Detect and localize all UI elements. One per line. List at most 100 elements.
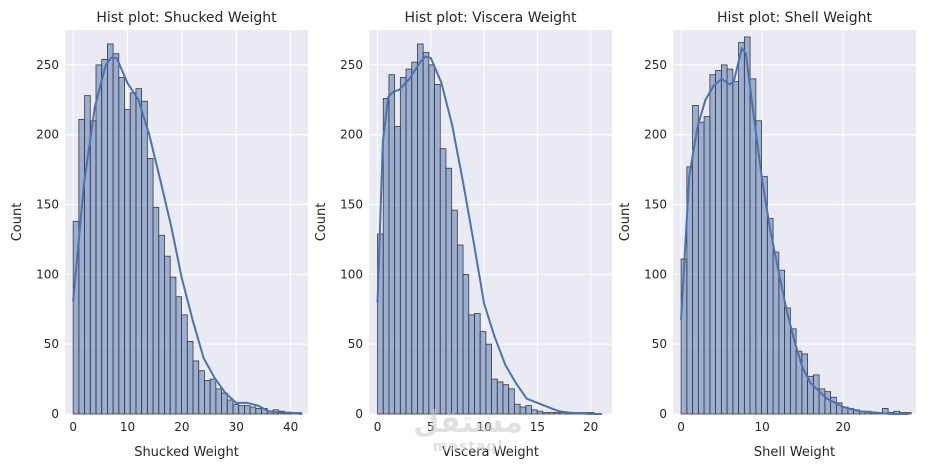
- chart-title: Hist plot: Viscera Weight: [405, 10, 577, 26]
- histogram-bar: [243, 405, 251, 415]
- y-tick-label: 250: [36, 58, 59, 72]
- histogram-bar: [181, 314, 188, 415]
- y-tick-label: 50: [44, 337, 59, 351]
- histogram-bar: [703, 116, 711, 415]
- histogram-bar: [720, 64, 728, 415]
- histogram-bar: [548, 412, 555, 415]
- histogram-bar: [78, 118, 85, 415]
- histogram-bar: [513, 403, 521, 415]
- x-axis-label: Viscera Weight: [442, 445, 539, 460]
- histogram-bar: [249, 406, 257, 415]
- x-tick-label: 20: [583, 420, 598, 434]
- histogram-bar: [422, 51, 430, 415]
- histogram-bar: [468, 314, 475, 415]
- x-tick-label: 30: [229, 420, 244, 434]
- histogram-bar: [709, 74, 717, 415]
- histogram-bar: [519, 406, 527, 415]
- chart-title: Hist plot: Shucked Weight: [96, 10, 277, 26]
- histogram-bar: [112, 53, 120, 415]
- histogram-bar: [496, 381, 504, 415]
- x-tick-label: 20: [835, 420, 850, 434]
- histogram-bar: [221, 392, 228, 415]
- y-tick-label: 100: [644, 267, 667, 281]
- chart-panel-2: 0 50 100 150 200 250 0 5 10 15 20 Hist plot: Viscer…: [314, 10, 612, 460]
- histogram-bar: [164, 255, 171, 415]
- x-tick-label: 0: [374, 420, 382, 434]
- histogram-bar: [232, 403, 240, 415]
- histogram-bar: [715, 70, 722, 415]
- histogram-bar: [812, 374, 820, 415]
- x-tick-label: 5: [427, 420, 435, 434]
- histogram-bar: [801, 353, 809, 415]
- histogram-bar: [525, 405, 532, 415]
- histogram-bar: [101, 58, 108, 415]
- kde-line: [72, 56, 303, 415]
- histogram-bar: [502, 384, 510, 415]
- y-tick-label: 0: [659, 407, 667, 421]
- histogram-bar: [411, 61, 418, 415]
- histogram-bar: [124, 109, 131, 415]
- histogram-bar: [89, 120, 97, 415]
- histogram-bar: [394, 125, 401, 415]
- histogram-bar: [95, 64, 103, 415]
- histogram-bar: [451, 209, 458, 415]
- histogram-bar: [479, 331, 487, 415]
- histogram-bar: [118, 77, 125, 415]
- histogram-bar: [226, 399, 234, 415]
- kde-line: [376, 55, 603, 415]
- y-axis-label: Count: [10, 203, 25, 242]
- y-tick-label: 200: [340, 128, 363, 142]
- y-tick-label: 100: [340, 267, 363, 281]
- chart-title: Hist plot: Shell Weight: [717, 10, 873, 26]
- x-tick-label: 10: [476, 420, 491, 434]
- chart-panel-3: 0 50 100 150 200 250 0 10 20 Hist plot: Shell Wei…: [618, 10, 916, 460]
- histogram-bar: [405, 68, 413, 415]
- x-tick-label: 20: [174, 420, 189, 434]
- histogram-bar: [824, 391, 832, 415]
- histogram-bar: [434, 84, 441, 415]
- histogram-bar: [129, 92, 137, 415]
- y-tick-label: 150: [644, 198, 667, 212]
- y-tick-label: 50: [652, 337, 667, 351]
- histogram-bar: [209, 378, 217, 415]
- histogram-bar: [743, 36, 751, 415]
- histogram-bar: [485, 343, 492, 415]
- x-tick-label: 10: [120, 420, 135, 434]
- x-tick-label: 0: [69, 420, 77, 434]
- histogram-bar: [215, 388, 222, 415]
- histogram-bar: [204, 380, 211, 415]
- kde-line: [680, 47, 909, 415]
- histogram-bar: [772, 251, 780, 415]
- histogram-bar: [388, 74, 396, 415]
- x-tick-label: 0: [677, 420, 685, 434]
- y-tick-label: 100: [36, 267, 59, 281]
- histogram-bar: [158, 234, 165, 415]
- histogram-bar: [192, 360, 200, 415]
- histogram-bar: [536, 410, 544, 415]
- histogram-bar: [531, 409, 538, 415]
- histogram-bar: [726, 68, 734, 415]
- y-tick-label: 50: [348, 337, 363, 351]
- histogram-bar: [462, 273, 470, 415]
- histogram-bar: [399, 77, 407, 415]
- y-axis-label: Count: [618, 203, 633, 242]
- histogram-bar: [146, 158, 154, 415]
- histogram-bar: [456, 244, 464, 415]
- histogram-bar: [152, 206, 160, 415]
- histogram-bar: [445, 167, 453, 415]
- x-tick-label: 10: [754, 420, 769, 434]
- histogram-bar: [766, 218, 774, 415]
- histogram-bar: [382, 98, 390, 415]
- histogram-bar: [175, 296, 183, 415]
- histogram-bar: [428, 64, 435, 415]
- histogram-bar: [508, 388, 515, 415]
- histogram-bar: [542, 412, 549, 415]
- histogram-bar: [553, 412, 561, 415]
- x-axis-label: Shucked Weight: [134, 445, 239, 460]
- y-tick-label: 0: [51, 407, 59, 421]
- x-tick-label: 15: [530, 420, 545, 434]
- y-tick-label: 200: [644, 128, 667, 142]
- y-tick-label: 250: [340, 58, 363, 72]
- histogram-bar: [697, 121, 705, 415]
